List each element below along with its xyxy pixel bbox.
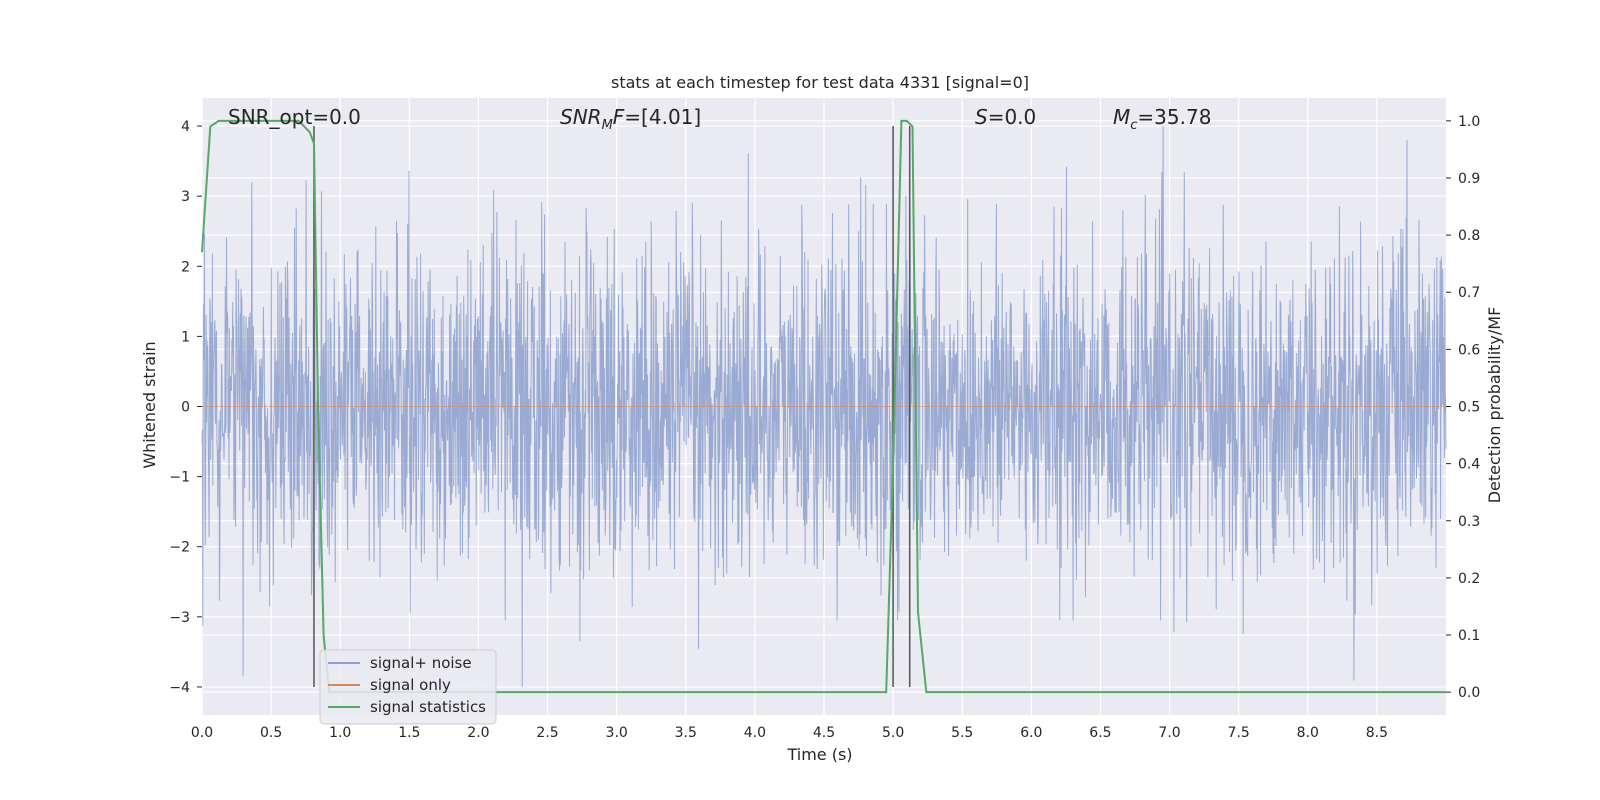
y-left-tick-label: −2 xyxy=(169,540,190,556)
y-left-tick-label: 0 xyxy=(181,400,190,416)
y-right-tick-label: 0.2 xyxy=(1458,571,1480,587)
annotation-snr-mf: SNRMF=[4.01] xyxy=(560,105,701,133)
x-tick-label: 8.5 xyxy=(1366,725,1388,741)
x-tick-label: 6.0 xyxy=(1020,725,1042,741)
signal-noise-line xyxy=(201,125,1447,688)
snr-mf-subscript: M xyxy=(602,118,613,133)
annotation-mc: Mc=35.78 xyxy=(1113,105,1211,133)
y-right-tick-label: 0.1 xyxy=(1458,628,1480,644)
snr-mf-tail: F xyxy=(613,105,625,129)
y-right-tick-label: 1.0 xyxy=(1458,114,1480,130)
x-tick-label: 2.5 xyxy=(536,725,558,741)
signal-noise-series xyxy=(201,125,1447,688)
mc-subscript: c xyxy=(1130,118,1137,133)
x-tick-label: 2.0 xyxy=(467,725,489,741)
y-right-tick-label: 0.4 xyxy=(1458,457,1480,473)
legend-label-signal-statistics: signal statistics xyxy=(370,698,486,716)
y-left-tick-label: 2 xyxy=(181,259,190,275)
s-value: =0.0 xyxy=(988,105,1037,129)
y-left-tick-label: −1 xyxy=(169,470,190,486)
snr-mf-symbol: SNR xyxy=(560,105,602,129)
legend-label-signal-noise: signal+ noise xyxy=(370,654,472,672)
x-tick-label: 0.0 xyxy=(191,725,213,741)
y-right-tick-label: 0.9 xyxy=(1458,171,1480,187)
y-right-axis-label: Detection probability/MF xyxy=(1485,307,1504,504)
legend-label-signal-only: signal only xyxy=(370,676,451,694)
x-tick-label: 7.5 xyxy=(1228,725,1250,741)
x-tick-label: 4.5 xyxy=(813,725,835,741)
mc-symbol: M xyxy=(1113,105,1130,129)
x-tick-label: 4.0 xyxy=(744,725,766,741)
x-tick-label: 5.5 xyxy=(951,725,973,741)
x-tick-label: 5.0 xyxy=(882,725,904,741)
s-symbol: S xyxy=(975,105,988,129)
x-axis-ticks: 0.0 0.5 1.0 1.5 2.0 2.5 3.0 3.5 4.0 4.5 5.0 5.5 6.0 6… xyxy=(191,725,1388,741)
x-tick-label: 6.5 xyxy=(1089,725,1111,741)
y-right-axis-ticks: 1.0 0.9 0.8 0.7 0.6 0.5 0.4 0.3 0.2 0.1 0.0 xyxy=(1446,114,1480,701)
legend: signal+ noise signal only signal statist… xyxy=(319,649,497,725)
y-right-tick-label: 0.8 xyxy=(1458,228,1480,244)
y-right-tick-label: 0.0 xyxy=(1458,685,1480,701)
y-right-tick-label: 0.6 xyxy=(1458,342,1480,358)
x-axis-label: Time (s) xyxy=(786,745,852,764)
x-tick-label: 1.5 xyxy=(398,725,420,741)
snr-mf-value: =[4.01] xyxy=(624,105,701,129)
vertical-markers xyxy=(313,126,911,687)
y-right-tick-label: 0.7 xyxy=(1458,285,1480,301)
annotation-snr-opt: SNR_opt=0.0 xyxy=(228,105,361,129)
y-left-tick-label: −4 xyxy=(169,680,190,696)
y-right-tick-label: 0.5 xyxy=(1458,400,1480,416)
y-left-axis-label: Whitened strain xyxy=(140,341,159,468)
x-tick-label: 7.0 xyxy=(1158,725,1180,741)
y-left-axis-ticks: 4 3 2 1 0 −1 −2 −3 −4 xyxy=(169,119,202,696)
y-left-tick-label: 4 xyxy=(181,119,190,135)
annotation-s: S=0.0 xyxy=(975,105,1036,129)
mc-value: =35.78 xyxy=(1137,105,1211,129)
chart-title: stats at each timestep for test data 433… xyxy=(611,73,1029,92)
y-left-tick-label: 3 xyxy=(181,189,190,205)
x-tick-label: 3.0 xyxy=(606,725,628,741)
x-tick-label: 0.5 xyxy=(260,725,282,741)
x-tick-label: 8.0 xyxy=(1297,725,1319,741)
y-left-tick-label: 1 xyxy=(181,329,190,345)
x-tick-label: 3.5 xyxy=(675,725,697,741)
y-left-tick-label: −3 xyxy=(169,610,190,626)
legend-box xyxy=(319,649,497,725)
y-right-tick-label: 0.3 xyxy=(1458,514,1480,530)
x-tick-label: 1.0 xyxy=(329,725,351,741)
